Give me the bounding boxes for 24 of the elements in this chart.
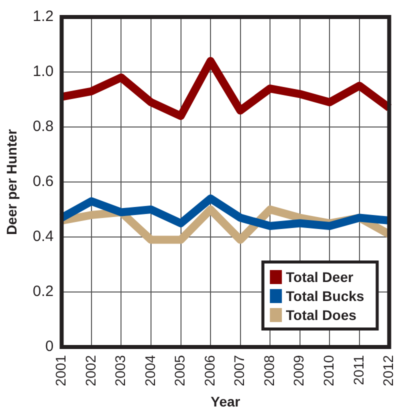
x-tick-label: 2006 — [201, 354, 218, 386]
x-tick-label: 2012 — [380, 354, 396, 386]
y-tick-label: 0.4 — [32, 228, 54, 246]
y-tick-label: 1.0 — [32, 63, 54, 80]
x-tick-label: 2001 — [52, 354, 69, 386]
y-tick-label: 1.2 — [32, 8, 54, 26]
x-tick-label: 2009 — [290, 354, 307, 386]
y-tick-label: 0.2 — [32, 283, 54, 300]
x-tick-label: 2010 — [320, 354, 337, 386]
x-tick-label: 2008 — [260, 354, 277, 386]
legend-label: Total Does — [286, 306, 357, 323]
x-tick-label: 2003 — [112, 354, 128, 386]
legend-label: Total Bucks — [286, 288, 364, 304]
x-tick-label: 2011 — [350, 354, 366, 386]
x-axis-title: Year — [210, 393, 241, 410]
x-tick-label: 2004 — [142, 354, 158, 386]
y-tick-label: 0.6 — [32, 173, 54, 190]
x-tick-label: 2005 — [172, 354, 188, 386]
legend-label: Total Deer — [286, 268, 354, 285]
y-tick-label: 0.8 — [32, 118, 54, 136]
x-tick-label: 2002 — [82, 354, 98, 386]
x-tick-label: 2007 — [231, 354, 248, 386]
y-tick-label: 0 — [45, 338, 54, 356]
y-axis-title: Deer per Hunter — [3, 128, 20, 235]
